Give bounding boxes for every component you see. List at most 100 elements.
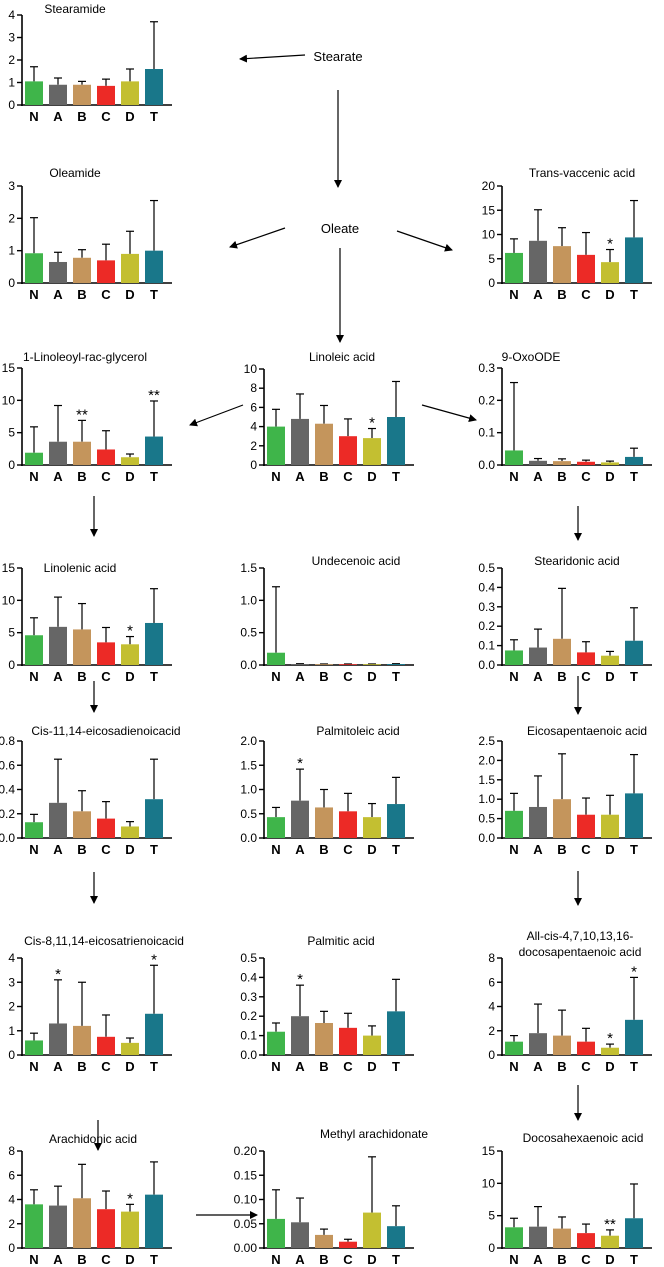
significance-marker: * <box>55 966 61 983</box>
bar-n <box>505 650 523 665</box>
bar-b <box>553 1035 571 1055</box>
x-tick-label: C <box>581 669 591 684</box>
y-tick-label: 0.0 <box>478 458 495 472</box>
bar-b <box>73 629 91 665</box>
y-tick-label: 2 <box>8 53 15 67</box>
y-tick-label: 4 <box>8 8 15 22</box>
chart-eicosadienoic-acid: Cis-11,14-eicosadienoicacid 0.0 0.2 0.4 0.6 0… <box>0 724 181 857</box>
bar-a <box>291 1222 309 1248</box>
y-tick-label: 15 <box>482 1144 496 1158</box>
y-tick-label: 0.1 <box>478 639 495 653</box>
y-tick-label: 8 <box>250 381 257 395</box>
x-tick-label: D <box>367 469 376 484</box>
x-tick-label: C <box>101 469 111 484</box>
y-tick-label: 10 <box>482 228 496 242</box>
x-tick-label: T <box>392 669 400 684</box>
y-tick-label: 0.0 <box>240 831 257 845</box>
x-tick-label: C <box>101 669 111 684</box>
x-tick-label: D <box>125 1059 134 1074</box>
x-tick-label: D <box>367 1252 376 1267</box>
chart-title: 1-Linoleoyl-rac-glycerol <box>23 350 147 364</box>
x-tick-label: T <box>150 109 158 124</box>
bar-c <box>339 664 357 665</box>
bar-c <box>339 1241 357 1248</box>
y-tick-label: 2 <box>8 1000 15 1014</box>
bar-t <box>625 793 643 838</box>
chart-docosapentaenoic-acid: All-cis-4,7,10,13,16- docosapentaenoic ac… <box>488 929 652 1074</box>
y-tick-label: 0 <box>8 98 15 112</box>
significance-marker: * <box>607 1030 613 1047</box>
y-tick-label: 0 <box>8 1241 15 1255</box>
x-tick-label: C <box>101 1059 111 1074</box>
y-tick-label: 4 <box>488 1000 495 1014</box>
chart-arachidonic-acid: Arachidonic acid 0 2 4 6 8 N A B C D * T <box>8 1132 172 1267</box>
bar-d <box>601 814 619 838</box>
arrow-linoleic-to-linoleoyl-glycerol <box>189 404 244 427</box>
x-tick-label: A <box>53 287 63 302</box>
chart-title: Arachidonic acid <box>49 1132 137 1146</box>
y-tick-label: 2 <box>250 439 257 453</box>
x-tick-label: B <box>557 1252 566 1267</box>
y-tick-label: 0.3 <box>240 990 257 1004</box>
y-tick-label: 0.0 <box>240 658 257 672</box>
x-tick-label: T <box>150 842 158 857</box>
y-tick-label: 5 <box>488 252 495 266</box>
bar-c <box>97 449 115 465</box>
significance-marker: * <box>297 755 303 772</box>
y-tick-label: 3 <box>8 31 15 45</box>
chart-title: Methyl arachidonate <box>320 1127 428 1141</box>
chart-9-oxoode: 9-OxoODE 0.0 0.1 0.2 0.3 N A B C D T <box>478 350 652 484</box>
arrow-linoleic-to-oxoode <box>421 404 477 422</box>
chart-docosahexaenoic-acid: Docosahexaenoic acid 0 5 10 15 N A B C D ** T <box>482 1131 652 1267</box>
bar-d <box>121 1042 139 1055</box>
x-tick-label: A <box>533 842 543 857</box>
significance-marker: * <box>369 415 375 432</box>
x-tick-label: C <box>343 669 353 684</box>
x-tick-label: B <box>77 469 86 484</box>
bar-b <box>315 1234 333 1248</box>
y-tick-label: 0.1 <box>240 1029 257 1043</box>
y-tick-label: 0 <box>488 1241 495 1255</box>
chart-title: Stearidonic acid <box>534 554 619 568</box>
bar-d <box>121 644 139 665</box>
bar-b <box>315 664 333 665</box>
x-tick-label: D <box>125 109 134 124</box>
x-tick-label: T <box>150 469 158 484</box>
bar-b <box>73 257 91 283</box>
x-tick-label: T <box>150 1252 158 1267</box>
bar-c <box>577 814 595 838</box>
x-tick-label: B <box>77 842 86 857</box>
bar-n <box>267 1218 285 1248</box>
x-tick-label: C <box>101 287 111 302</box>
y-tick-label: 1.0 <box>240 783 257 797</box>
x-tick-label: A <box>295 1252 305 1267</box>
chart-eicosapentaenoic-acid: Eicosapentaenoic acid 0.0 0.5 1.0 1.5 2.0 2.5 N… <box>478 724 652 857</box>
y-tick-label: 10 <box>2 593 16 607</box>
x-tick-label: T <box>630 1252 638 1267</box>
bar-n <box>25 822 43 838</box>
y-tick-label: 0.4 <box>240 970 257 984</box>
bar-b <box>553 799 571 838</box>
bar-n <box>25 1204 43 1248</box>
x-tick-label: T <box>392 1252 400 1267</box>
bar-d <box>363 1035 381 1055</box>
x-tick-label: D <box>605 1059 614 1074</box>
x-tick-label: B <box>319 669 328 684</box>
bar-t <box>625 640 643 665</box>
x-tick-label: B <box>319 1252 328 1267</box>
bar-t <box>387 804 405 838</box>
significance-marker: * <box>127 623 133 640</box>
x-tick-label: T <box>150 287 158 302</box>
bar-a <box>529 460 547 465</box>
chart-title: Linolenic acid <box>44 561 117 575</box>
y-tick-label: 10 <box>482 1176 496 1190</box>
bar-n <box>25 253 43 283</box>
y-tick-label: 1.0 <box>240 593 257 607</box>
y-tick-label: 0.0 <box>0 831 15 845</box>
bar-n <box>25 452 43 465</box>
bar-b <box>553 1228 571 1248</box>
chart-title: Docosahexaenoic acid <box>523 1131 644 1145</box>
bar-t <box>145 69 163 105</box>
y-tick-label: 0 <box>8 658 15 672</box>
x-tick-label: N <box>29 669 38 684</box>
